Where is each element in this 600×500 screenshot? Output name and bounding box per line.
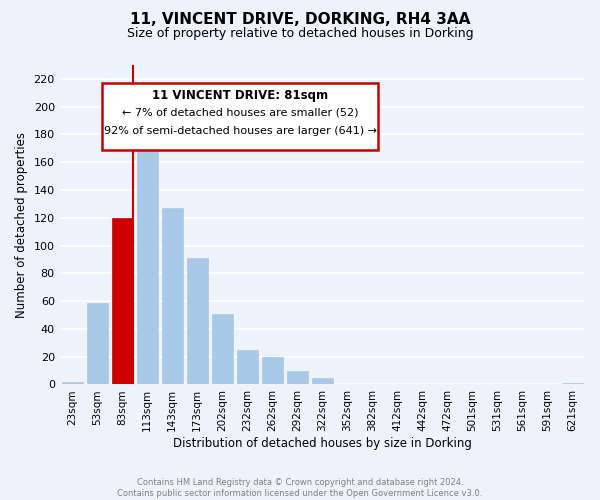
Bar [312,378,333,384]
Text: 11, VINCENT DRIVE, DORKING, RH4 3AA: 11, VINCENT DRIVE, DORKING, RH4 3AA [130,12,470,28]
Text: Contains HM Land Registry data © Crown copyright and database right 2024.
Contai: Contains HM Land Registry data © Crown c… [118,478,482,498]
Bar [137,134,158,384]
Bar [262,356,283,384]
Bar [62,382,83,384]
Text: ← 7% of detached houses are smaller (52): ← 7% of detached houses are smaller (52) [122,108,358,118]
Bar [86,302,108,384]
Bar [562,383,583,384]
Bar [187,258,208,384]
Bar [112,218,133,384]
Bar [212,314,233,384]
X-axis label: Distribution of detached houses by size in Dorking: Distribution of detached houses by size … [173,437,472,450]
Y-axis label: Number of detached properties: Number of detached properties [15,132,28,318]
Text: 92% of semi-detached houses are larger (641) →: 92% of semi-detached houses are larger (… [104,126,377,136]
Text: 11 VINCENT DRIVE: 81sqm: 11 VINCENT DRIVE: 81sqm [152,88,328,102]
Bar [236,350,258,384]
Text: Size of property relative to detached houses in Dorking: Size of property relative to detached ho… [127,28,473,40]
Bar [287,370,308,384]
Bar [161,208,183,384]
